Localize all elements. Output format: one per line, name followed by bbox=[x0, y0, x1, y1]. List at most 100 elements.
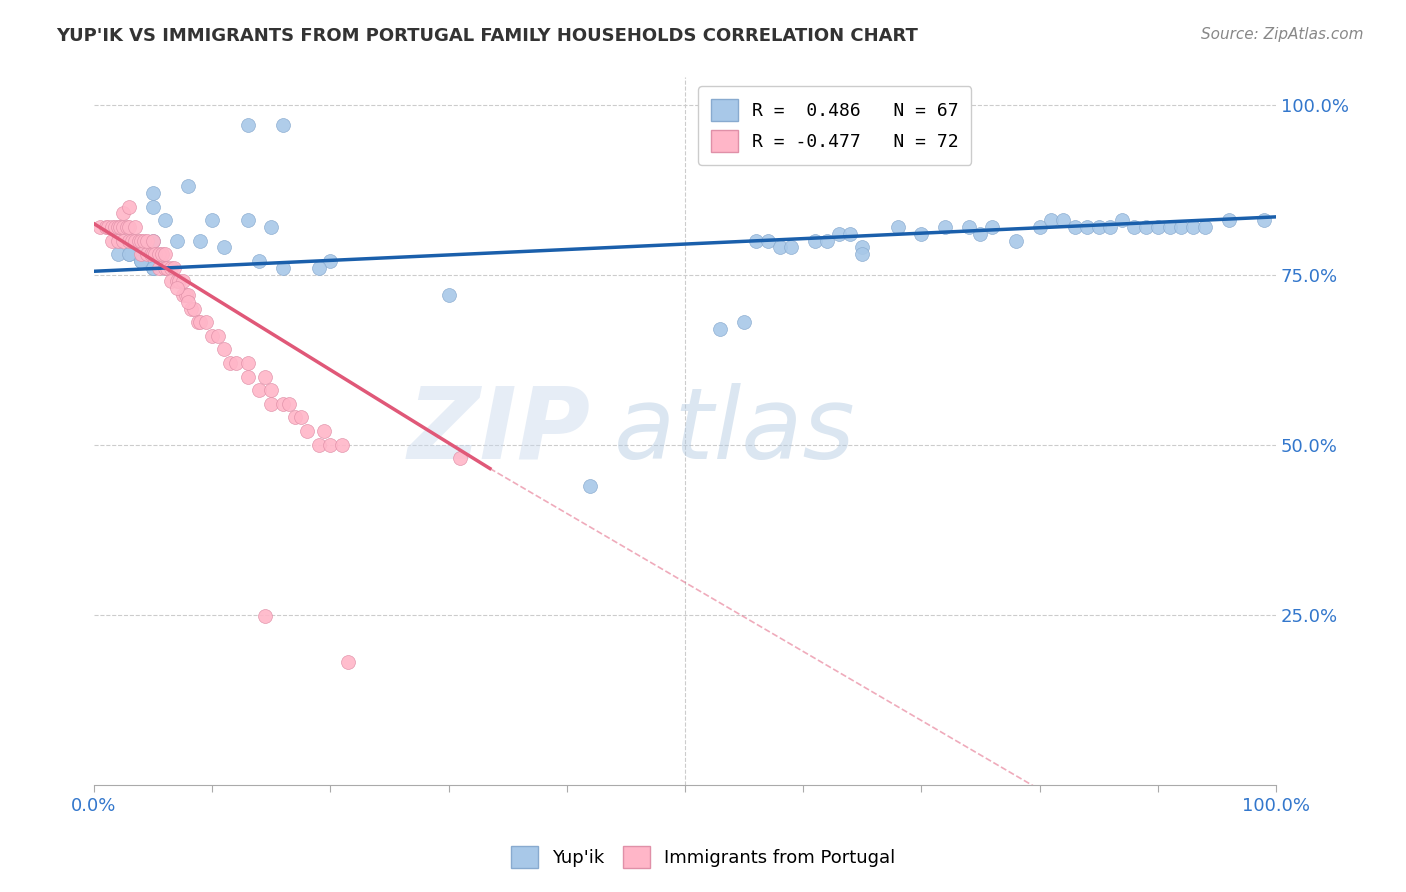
Point bbox=[579, 478, 602, 492]
Point bbox=[112, 234, 135, 248]
Point bbox=[249, 384, 271, 398]
Point bbox=[271, 118, 294, 132]
Point bbox=[107, 220, 129, 235]
Point bbox=[159, 275, 181, 289]
Point bbox=[153, 247, 176, 261]
Point bbox=[166, 234, 188, 248]
Point bbox=[201, 213, 224, 227]
Point bbox=[97, 220, 120, 235]
Point bbox=[100, 220, 122, 235]
Point bbox=[910, 227, 932, 241]
Point bbox=[271, 260, 294, 275]
Point bbox=[142, 260, 165, 275]
Point bbox=[236, 213, 259, 227]
Point bbox=[177, 294, 200, 309]
Point bbox=[260, 397, 283, 411]
Point bbox=[128, 234, 150, 248]
Point bbox=[153, 260, 176, 275]
Point bbox=[139, 247, 162, 261]
Point bbox=[142, 200, 165, 214]
Point bbox=[1087, 220, 1109, 235]
Point bbox=[112, 220, 135, 235]
Point bbox=[284, 410, 307, 425]
Point bbox=[166, 281, 188, 295]
Point bbox=[733, 315, 755, 329]
Point bbox=[89, 220, 111, 235]
Point bbox=[195, 315, 218, 329]
Point bbox=[271, 397, 294, 411]
Point bbox=[166, 275, 188, 289]
Point bbox=[129, 240, 152, 254]
Point bbox=[254, 609, 277, 624]
Point bbox=[1146, 220, 1168, 235]
Point bbox=[172, 275, 194, 289]
Point bbox=[156, 260, 179, 275]
Point bbox=[308, 260, 330, 275]
Point bbox=[1099, 220, 1122, 235]
Point bbox=[142, 260, 165, 275]
Point bbox=[290, 410, 312, 425]
Point bbox=[780, 240, 803, 254]
Point bbox=[121, 234, 143, 248]
Point bbox=[851, 240, 873, 254]
Point bbox=[129, 254, 152, 268]
Point bbox=[148, 247, 170, 261]
Point bbox=[180, 301, 202, 316]
Text: Source: ZipAtlas.com: Source: ZipAtlas.com bbox=[1201, 27, 1364, 42]
Point bbox=[1135, 220, 1157, 235]
Point bbox=[177, 179, 200, 194]
Point bbox=[115, 220, 138, 235]
Point bbox=[1182, 220, 1205, 235]
Point bbox=[107, 247, 129, 261]
Point bbox=[969, 227, 991, 241]
Point bbox=[1159, 220, 1181, 235]
Point bbox=[159, 260, 181, 275]
Point bbox=[136, 247, 159, 261]
Point bbox=[132, 234, 155, 248]
Point bbox=[188, 315, 211, 329]
Text: atlas: atlas bbox=[614, 383, 856, 480]
Point bbox=[152, 247, 174, 261]
Point bbox=[118, 200, 141, 214]
Point bbox=[100, 234, 122, 248]
Point bbox=[201, 329, 224, 343]
Point bbox=[236, 356, 259, 370]
Point bbox=[337, 656, 360, 670]
Point bbox=[934, 220, 956, 235]
Point bbox=[1076, 220, 1098, 235]
Point bbox=[249, 254, 271, 268]
Point bbox=[118, 247, 141, 261]
Point bbox=[449, 451, 471, 466]
Point bbox=[129, 247, 152, 261]
Point bbox=[124, 220, 146, 235]
Point bbox=[278, 397, 301, 411]
Point bbox=[174, 288, 197, 302]
Point bbox=[756, 234, 779, 248]
Point bbox=[183, 301, 205, 316]
Point bbox=[129, 254, 152, 268]
Point bbox=[1064, 220, 1087, 235]
Point bbox=[104, 220, 127, 235]
Point bbox=[260, 384, 283, 398]
Point bbox=[136, 234, 159, 248]
Point bbox=[804, 234, 827, 248]
Point bbox=[107, 234, 129, 248]
Legend: R =  0.486   N = 67, R = -0.477   N = 72: R = 0.486 N = 67, R = -0.477 N = 72 bbox=[697, 87, 972, 165]
Point bbox=[827, 227, 849, 241]
Point bbox=[129, 247, 152, 261]
Point bbox=[118, 220, 141, 235]
Point bbox=[153, 260, 176, 275]
Point bbox=[981, 220, 1004, 235]
Point bbox=[145, 247, 167, 261]
Point bbox=[437, 288, 460, 302]
Point bbox=[225, 356, 247, 370]
Point bbox=[957, 220, 980, 235]
Point bbox=[118, 234, 141, 248]
Point bbox=[236, 369, 259, 384]
Point bbox=[815, 234, 838, 248]
Point bbox=[172, 288, 194, 302]
Point bbox=[187, 315, 209, 329]
Point bbox=[108, 220, 131, 235]
Point bbox=[851, 247, 873, 261]
Point bbox=[177, 288, 200, 302]
